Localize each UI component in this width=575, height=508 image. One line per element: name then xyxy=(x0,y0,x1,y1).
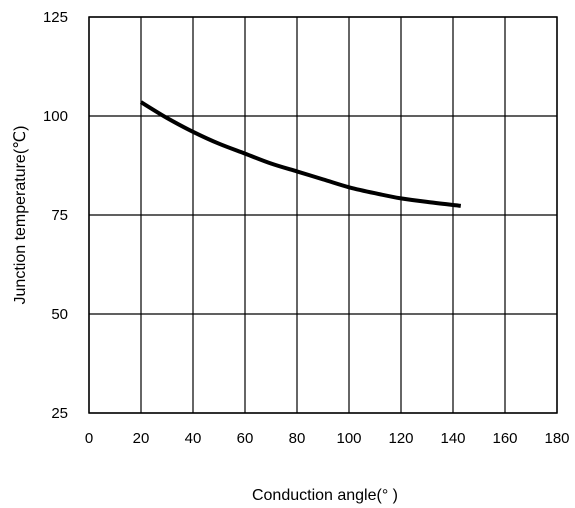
y-axis-title: Junction temperature(℃) xyxy=(12,126,29,305)
x-tick-label: 80 xyxy=(289,430,306,447)
x-tick-label: 180 xyxy=(544,430,569,447)
y-tick-label: 100 xyxy=(43,108,68,125)
y-tick-label: 125 xyxy=(43,9,68,26)
x-tick-label: 100 xyxy=(336,430,361,447)
x-tick-label: 60 xyxy=(237,430,254,447)
y-tick-labels: 25 50 75 100 125 xyxy=(43,9,68,422)
x-axis-title: Conduction angle(° ) xyxy=(252,487,398,504)
x-tick-label: 20 xyxy=(133,430,150,447)
x-tick-label: 40 xyxy=(185,430,202,447)
chart-grid xyxy=(88,16,558,414)
y-tick-label: 75 xyxy=(51,207,68,224)
y-tick-label: 50 xyxy=(51,306,68,323)
x-tick-label: 0 xyxy=(85,430,93,447)
x-tick-label: 120 xyxy=(388,430,413,447)
series-layer xyxy=(139,100,462,208)
y-tick-label: 25 xyxy=(51,405,68,422)
x-tick-label: 160 xyxy=(492,430,517,447)
plot-frame xyxy=(88,16,558,414)
x-tick-labels: 0 20 40 60 80 100 120 140 160 180 xyxy=(85,430,570,447)
plot-border xyxy=(88,16,558,414)
x-tick-label: 140 xyxy=(440,430,465,447)
series-line-0 xyxy=(139,100,462,208)
